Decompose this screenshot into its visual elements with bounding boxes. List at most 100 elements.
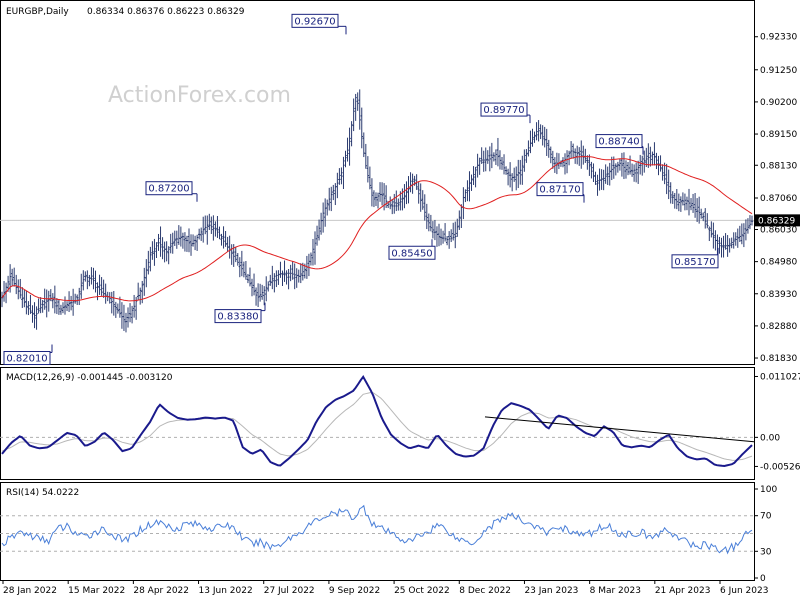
annotation-label: 0.88740	[598, 137, 639, 148]
ohlc-bar	[204, 215, 207, 235]
ohlc-bar	[456, 218, 459, 237]
ohlc-bar	[439, 228, 443, 246]
ohlc-bar	[299, 263, 302, 284]
ohlc-bar	[82, 270, 85, 291]
ohlc-bar	[65, 301, 69, 312]
ohlc-bar	[199, 227, 203, 241]
ohlc-bar	[549, 146, 552, 164]
ohlc-bar	[210, 216, 213, 234]
annotation-label: 0.92670	[294, 16, 335, 27]
ohlc-bar	[750, 215, 754, 226]
ohlc-bar	[360, 107, 363, 149]
ohlc-bar	[59, 304, 63, 315]
ohlc-bar	[149, 246, 152, 272]
ohlc-bar	[346, 137, 349, 162]
ohlc-bar	[500, 157, 504, 170]
annotation-label: 0.85170	[674, 257, 715, 268]
ohlc-bar	[608, 162, 611, 186]
rsi-line	[1, 504, 753, 555]
ohlc-bar	[724, 233, 727, 250]
ohlc-bar	[531, 128, 534, 147]
ohlc-bar	[55, 298, 59, 315]
ohlc-bar	[37, 298, 40, 314]
annotation-label: 0.85450	[391, 248, 432, 259]
ohlc-bar	[441, 230, 445, 244]
ohlc-bar	[474, 166, 477, 188]
price-y-tick-label: 0.86030	[760, 226, 797, 236]
ohlc-bar	[313, 231, 317, 265]
annotation-label: 0.82010	[6, 354, 47, 365]
ohlc-bar	[592, 163, 595, 183]
moving-average-line	[1, 156, 753, 302]
ohlc-bar	[258, 283, 262, 302]
ohlc-bar	[100, 277, 103, 296]
ohlc-bar	[480, 147, 483, 164]
x-tick-label: 9 Sep 2022	[329, 586, 380, 596]
ohlc-bar	[147, 250, 150, 275]
price-layer: 0.92670 0.89770 0.88740 0.87200 0.87170 0.854…	[0, 13, 754, 366]
price-annotation: 0.87200	[145, 181, 198, 202]
x-tick-label: 25 Oct 2022	[394, 586, 450, 596]
x-tick-label: 28 Apr 2022	[133, 586, 189, 596]
ohlc-bar	[590, 161, 593, 179]
ohlc-bar	[27, 301, 30, 316]
ohlc-bar	[626, 162, 630, 176]
ohlc-bar	[155, 242, 158, 259]
ohlc-bar	[742, 223, 746, 248]
ohlc-bar	[748, 215, 752, 230]
ohlc-bar	[175, 230, 178, 249]
ohlc-bar	[403, 184, 406, 209]
ohlc-bar	[128, 303, 132, 323]
ohlc-bar	[486, 150, 489, 164]
ohlc-bar	[706, 213, 709, 229]
ohlc-bar	[31, 305, 34, 323]
ohlc-bar	[45, 289, 48, 318]
ohlc-bar	[326, 199, 329, 216]
ohlc-bar	[216, 215, 219, 238]
ohlc-bar	[679, 196, 683, 212]
ohlc-bar	[551, 150, 555, 169]
ohlc-bar	[695, 198, 699, 223]
ohlc-bar	[202, 216, 205, 243]
ohlc-bar	[616, 161, 620, 173]
price-y-tick-label: 0.82880	[760, 322, 797, 332]
ohlc-bar	[222, 226, 225, 249]
ohlc-bar	[157, 233, 160, 251]
ohlc-bar	[262, 286, 266, 306]
ohlc-bar	[293, 263, 296, 290]
ohlc-bar	[69, 295, 73, 311]
x-tick-label: 21 Apr 2023	[655, 586, 711, 596]
ohlc-bar	[165, 241, 168, 262]
ohlc-bar	[504, 166, 508, 175]
ohlc-bar	[517, 159, 520, 189]
ohlc-bar	[490, 142, 494, 169]
price-y-tick-label: 0.87060	[760, 194, 797, 204]
annotation-box	[388, 245, 436, 260]
ohlc-bar	[744, 219, 748, 241]
price-y-tick-label: 0.83930	[760, 290, 797, 300]
ohlc-bar	[234, 247, 237, 263]
ohlc-bar	[301, 262, 305, 281]
x-tick-label: 15 Mar 2022	[68, 586, 125, 596]
ohlc-bar	[665, 163, 668, 195]
ohlc-bar	[411, 173, 414, 194]
ohlc-bar	[697, 196, 701, 224]
price-annotation: 0.85170	[671, 247, 719, 269]
ohlc-bar	[21, 287, 24, 308]
ohlc-bar	[212, 215, 215, 241]
ohlc-bar	[746, 218, 750, 234]
ohlc-bar	[189, 234, 193, 256]
ohlc-bar	[330, 186, 333, 212]
annotation-box	[145, 181, 193, 196]
ohlc-bar	[328, 187, 331, 211]
ohlc-bar	[92, 267, 95, 290]
ohlc-bar	[687, 188, 691, 216]
annotation-box	[536, 182, 584, 197]
rsi-y-tick-label: 0	[760, 574, 766, 584]
price-annotation: 0.82010	[3, 344, 53, 366]
ohlc-bar	[641, 155, 644, 176]
ohlc-bar	[139, 287, 142, 305]
ohlc-bar	[478, 157, 481, 175]
ohlc-bar	[482, 150, 485, 172]
